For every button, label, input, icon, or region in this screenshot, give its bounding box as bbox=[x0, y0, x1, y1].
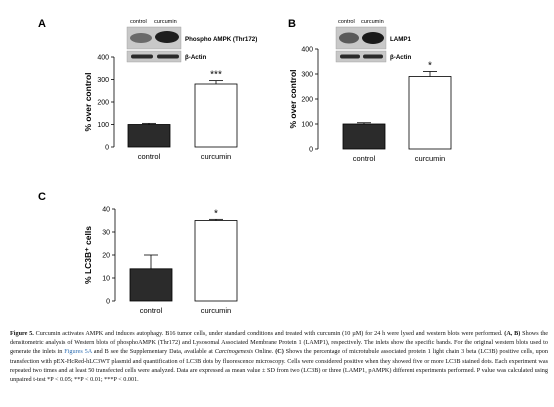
y-tick-label: 0 bbox=[105, 145, 109, 152]
lane-label: curcumin bbox=[361, 19, 384, 25]
lane-label: curcumin bbox=[154, 19, 177, 25]
figure-link[interactable]: Figures 5A bbox=[64, 348, 92, 356]
bar bbox=[127, 124, 171, 148]
bar-chart-c: 0 10 20 30 40 % LC3B⁺ cells control * curcumin bbox=[83, 207, 238, 315]
caption-text: and B see the Supplementary Data, availa… bbox=[93, 348, 213, 356]
blot-band bbox=[362, 32, 384, 44]
blot-label: LAMP1 bbox=[390, 36, 412, 43]
x-tick-label: control bbox=[138, 152, 161, 161]
y-tick-label: 40 bbox=[102, 207, 110, 214]
bar-chart-b: 0 100 200 300 400 % over control control * curcu… bbox=[288, 47, 452, 163]
y-tick-label: 100 bbox=[301, 122, 313, 129]
figure-area: A control curcumin Phospho AMPK (Thr172)… bbox=[38, 18, 452, 315]
y-tick-label: 20 bbox=[102, 253, 110, 260]
caption-title: Curcumin activates AMPK and induces auto… bbox=[35, 330, 164, 337]
blot-band bbox=[155, 31, 179, 43]
blot-label: β-Actin bbox=[390, 54, 412, 61]
lane-label: control bbox=[338, 19, 355, 25]
blot-band bbox=[157, 54, 179, 59]
caption-text: Shows the percentage of microtubule asso… bbox=[10, 348, 548, 384]
caption-text: Online. bbox=[254, 348, 274, 356]
significance-marker: * bbox=[214, 208, 218, 219]
figure-caption: Figure 5. Curcumin activates AMPK and in… bbox=[10, 329, 548, 384]
y-axis-label: % over control bbox=[83, 72, 93, 131]
caption-text: Shows the densitometric analysis of West… bbox=[10, 330, 549, 356]
y-tick-label: 200 bbox=[97, 100, 109, 107]
bar bbox=[194, 220, 238, 302]
blot-band bbox=[130, 33, 152, 43]
y-tick-label: 400 bbox=[97, 55, 109, 62]
blot-band-box bbox=[335, 50, 387, 63]
caption-panel-ref: (C) bbox=[275, 348, 284, 356]
significance-marker: *** bbox=[210, 70, 222, 81]
blot-band-box bbox=[126, 50, 182, 63]
caption-text: B16 tumor cells, under standard conditio… bbox=[165, 330, 503, 337]
y-tick-label: 300 bbox=[97, 77, 109, 84]
bar bbox=[129, 268, 173, 302]
y-tick-label: 0 bbox=[309, 147, 313, 154]
bar bbox=[408, 76, 452, 150]
x-tick-label: control bbox=[140, 306, 163, 315]
bar-chart-a: 0 100 200 300 400 % over control control *** cur… bbox=[83, 55, 238, 161]
y-tick-label: 0 bbox=[106, 299, 110, 306]
y-tick-label: 400 bbox=[301, 47, 313, 54]
x-tick-label: curcumin bbox=[201, 306, 231, 315]
bar bbox=[194, 83, 238, 148]
blot-label: Phospho AMPK (Thr172) bbox=[185, 36, 257, 43]
blot-band bbox=[340, 54, 360, 59]
lane-label: control bbox=[130, 19, 147, 25]
panel-c: C 0 10 20 30 40 % LC3B⁺ cells control * curcumin bbox=[38, 191, 238, 315]
panel-letter: C bbox=[38, 191, 46, 203]
caption-label: Figure 5. bbox=[10, 330, 34, 337]
y-tick-label: 200 bbox=[301, 97, 313, 104]
bar bbox=[342, 123, 386, 150]
x-tick-label: curcumin bbox=[201, 152, 231, 161]
western-blot-inset: control curcumin LAMP1 β-Actin bbox=[335, 19, 412, 63]
y-tick-label: 10 bbox=[102, 276, 110, 283]
y-tick-label: 100 bbox=[97, 122, 109, 129]
panel-b: B control curcumin LAMP1 β-Actin 0 100 200… bbox=[288, 18, 452, 163]
western-blot-inset: control curcumin Phospho AMPK (Thr172) β… bbox=[126, 19, 257, 63]
x-tick-label: control bbox=[353, 154, 376, 163]
panel-letter: B bbox=[288, 18, 296, 30]
blot-band bbox=[339, 32, 359, 44]
blot-label: β-Actin bbox=[185, 54, 207, 61]
panel-letter: A bbox=[38, 18, 46, 30]
y-axis-label: % LC3B⁺ cells bbox=[83, 226, 93, 284]
significance-marker: * bbox=[428, 61, 432, 72]
journal-name: Carcinogenesis bbox=[214, 348, 254, 356]
y-tick-label: 300 bbox=[301, 72, 313, 79]
y-tick-label: 30 bbox=[102, 230, 110, 237]
blot-band bbox=[131, 54, 153, 59]
y-axis-label: % over control bbox=[288, 69, 298, 128]
caption-panel-ref: (A, B) bbox=[504, 330, 521, 337]
x-tick-label: curcumin bbox=[415, 154, 445, 163]
panel-a: A control curcumin Phospho AMPK (Thr172)… bbox=[38, 18, 257, 161]
blot-band bbox=[363, 54, 383, 59]
